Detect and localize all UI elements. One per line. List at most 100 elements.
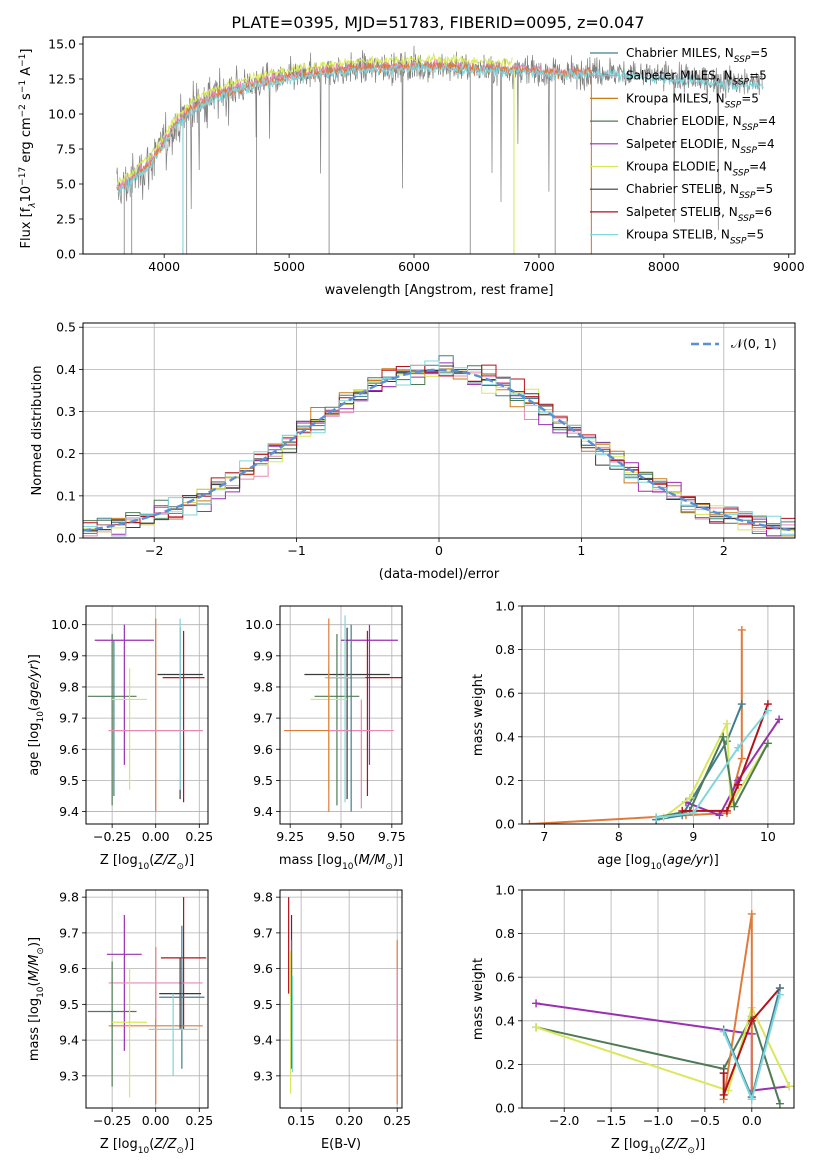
data-point-marker (719, 1069, 728, 1078)
x-axis-label: Z [log10(Z/Z⊙)] (100, 1137, 194, 1156)
y-tick-label: 0.8 (495, 642, 515, 657)
legend-entry: Chabrier MILES, NSSP=5 (626, 46, 768, 65)
legend-entry: Kroupa ELODIE, NSSP=4 (626, 160, 767, 179)
y-tick-label: 9.4 (59, 804, 79, 819)
legend-entry-part: Salpeter STELIB, N (626, 205, 738, 219)
x-axis-label-part: Z [log (100, 1137, 138, 1152)
data-point-marker (734, 743, 743, 752)
panel-mass_vs_ebv: 0.15 0.20 0.25 9.3 9.4 9.5 9.6 9.7 9.8 E(B-V) (253, 889, 411, 1152)
y-tick-label: 9.5 (253, 773, 273, 788)
y-tick-label: 0.1 (56, 488, 76, 503)
x-tick-label: 0 (435, 543, 443, 558)
x-tick-label: 0.00 (142, 1113, 170, 1128)
x-tick-label: 6000 (398, 259, 430, 274)
y-tick-label: 9.7 (253, 711, 273, 726)
data-point-marker (775, 1099, 784, 1108)
x-tick-label: −1.0 (643, 1113, 673, 1128)
x-axis-label-part: 10 (650, 862, 662, 872)
x-tick-label: 8 (615, 829, 623, 844)
data-point-marker (775, 990, 784, 999)
y-axis-label-part: λ (28, 202, 38, 208)
data-point-marker (532, 999, 541, 1008)
y-tick-label: 1.0 (495, 883, 515, 898)
y-tick-label: 9.8 (253, 679, 273, 694)
legend-entry-part: Kroupa STELIB, N (626, 228, 730, 242)
x-tick-label: −0.25 (93, 829, 131, 844)
data-point-marker (737, 625, 746, 634)
data-point-marker (685, 793, 694, 802)
plot-area (87, 618, 205, 812)
y-tick-label: 9.7 (253, 925, 273, 940)
x-axis-label: Z [log10(Z/Z⊙)] (100, 853, 194, 872)
data-point-marker (719, 1090, 728, 1099)
y-tick-label: 9.4 (253, 1033, 273, 1048)
y-tick-label: 9.5 (59, 997, 79, 1012)
mass-weight-line (655, 709, 769, 819)
legend-entry: Kroupa MILES, NSSP=5 (626, 91, 759, 110)
y-tick-label: 9.3 (59, 1068, 79, 1083)
x-axis-label: (data-model)/error (379, 567, 500, 582)
x-axis-label-part: 10 (138, 1146, 150, 1156)
x-axis-label-part: ( (149, 853, 154, 868)
x-tick-label: 1 (577, 543, 585, 558)
y-tick-label: 9.3 (253, 1068, 273, 1083)
y-tick-label: 0.2 (56, 446, 76, 461)
legend-entry-part: =4 (749, 160, 767, 174)
y-tick-label: 10.0 (51, 617, 79, 632)
y-tick-label: 0.3 (56, 404, 76, 419)
legend-entry-part: Kroupa ELODIE, N (626, 160, 733, 174)
data-point-marker (719, 1027, 728, 1036)
legend-entry-part: Salpeter ELODIE, N (626, 137, 740, 151)
x-tick-label: 0.25 (383, 1113, 411, 1128)
y-axis-label-part: )] (27, 654, 42, 664)
data-point-marker (737, 754, 746, 763)
x-axis-label-part: )] (695, 1137, 705, 1152)
x-axis-label: age [log10(age/yr)] (597, 853, 719, 872)
y-axis-label-part: −17 (18, 167, 28, 186)
x-tick-label: 0.0 (742, 1113, 762, 1128)
y-tick-label: 0.0 (56, 531, 76, 546)
y-tick-label: 9.4 (59, 1033, 79, 1048)
plot-area (284, 615, 402, 812)
y-axis-label-part: −1 (18, 80, 28, 93)
data-point-marker (763, 706, 772, 715)
y-tick-label: 5.0 (56, 177, 76, 192)
y-tick-label: 9.6 (59, 961, 79, 976)
model-spectrum-line (117, 52, 513, 185)
axes-frame (521, 605, 795, 825)
x-tick-label: 9.50 (327, 829, 355, 844)
y-tick-label: 9.6 (59, 742, 79, 757)
x-tick-label: −2 (145, 543, 163, 558)
data-point-marker (722, 719, 731, 728)
plot-area (525, 625, 784, 824)
x-tick-label: 5000 (273, 259, 305, 274)
legend-entry: Salpeter STELIB, NSSP=6 (626, 205, 772, 224)
y-tick-label: 0.2 (495, 1057, 515, 1072)
legend-entry-part: SSP (742, 123, 759, 133)
legend-entry-part: SSP (738, 214, 755, 224)
y-axis-label: age [log10(age/yr)] (27, 654, 46, 776)
plot-area (116, 45, 764, 254)
data-point-marker (532, 1023, 541, 1032)
x-tick-label: 0.25 (185, 1113, 213, 1128)
y-axis-label-part: M/M (27, 955, 42, 982)
panel-spectrum: 4000 5000 6000 7000 8000 9000 0.0 2.5 5.0 7.5 10.0… (18, 36, 805, 298)
x-axis-label-part: ⊙ (176, 1146, 184, 1156)
x-axis-label-part: ( (662, 853, 667, 868)
data-point-marker (763, 739, 772, 748)
panel-mass_weight_vs_Z: −2.0 −1.5 −1.0 −0.5 0.0 0.0 0.2 0.4 0.6 0.8 1.0 Z [… (471, 883, 795, 1156)
mass-weight-line (685, 718, 780, 817)
normal-curve-line (83, 368, 795, 532)
data-point-marker (689, 809, 698, 818)
y-axis-label-part: Flux [f (19, 207, 34, 248)
legend-entry: Salpeter ELODIE, NSSP=4 (626, 137, 775, 156)
x-axis-label-part: )] (184, 1137, 194, 1152)
x-axis-label-part: ( (354, 853, 359, 868)
histogram-step-line (83, 360, 795, 537)
x-tick-label: 4000 (148, 259, 180, 274)
mass-weight-line (722, 987, 781, 1096)
data-point-marker (775, 715, 784, 724)
axes-frame (85, 889, 209, 1109)
y-axis-label: Normed distribution (30, 366, 45, 496)
